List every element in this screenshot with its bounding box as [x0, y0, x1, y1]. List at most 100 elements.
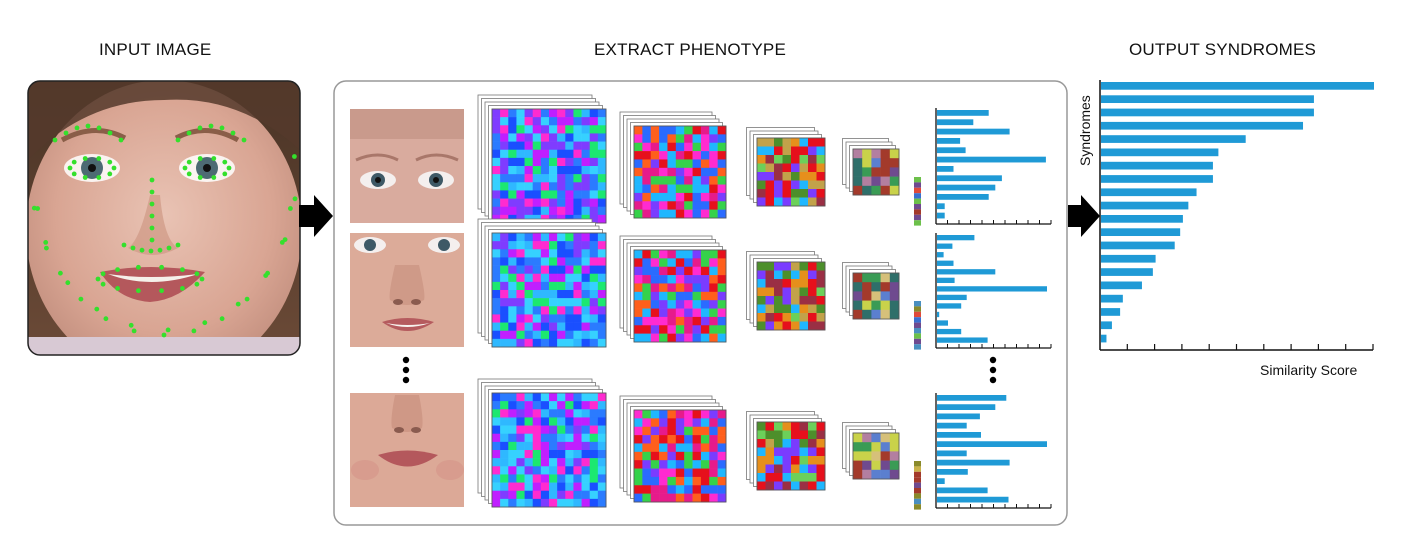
feature-map-cell: [782, 180, 792, 190]
feature-map-cell: [675, 493, 685, 503]
feature-map-cell: [597, 273, 607, 283]
feature-map-cell: [853, 300, 863, 311]
feature-map-cell: [889, 176, 900, 187]
feature-map-cell: [675, 410, 685, 419]
feature-map-cell: [540, 338, 550, 348]
feature-map-cell: [634, 275, 643, 284]
feature-map-cell: [808, 262, 817, 271]
feature-map-cell: [862, 469, 872, 480]
feature-map-cell: [692, 485, 702, 494]
feature-map-cell: [565, 466, 574, 475]
feature-map-cell: [540, 322, 550, 332]
feature-map-cell: [791, 313, 800, 322]
feature-map-cell: [717, 316, 727, 326]
feature-map-cell: [492, 257, 501, 266]
feature-map-cell: [516, 290, 525, 299]
feature-map-cell: [597, 249, 607, 258]
feature-map-cell: [500, 417, 509, 426]
feature-map-cell: [581, 338, 591, 348]
feature-map-cell: [557, 249, 566, 258]
feature-map-cell: [791, 287, 800, 297]
feature-map-cell: [508, 149, 517, 159]
feature-map-cell: [650, 176, 660, 185]
feature-map-cell: [757, 422, 766, 431]
feature-map-cell: [492, 290, 501, 299]
feature-map-cell: [816, 422, 826, 431]
feature-map-cell: [675, 275, 685, 284]
feature-map-cell: [565, 298, 574, 307]
feature-map-cell: [589, 174, 599, 183]
feature-map-cell: [667, 460, 677, 469]
feature-map-cell: [700, 300, 710, 309]
feature-map-cell: [791, 481, 800, 491]
feature-map-cell: [808, 430, 817, 440]
feature-map-cell: [597, 149, 607, 159]
feature-map-cell: [782, 197, 792, 207]
feature-map-cell: [717, 184, 727, 194]
feature-map-cell: [565, 182, 574, 191]
feature-map-cell: [565, 257, 574, 266]
feature-map-cell: [549, 450, 558, 459]
feature-map-cell: [799, 473, 809, 482]
feature-map-cell: [667, 451, 677, 461]
feature-map-cell: [765, 262, 775, 271]
feature-map-cell: [659, 468, 668, 478]
feature-map-cell: [791, 172, 800, 181]
feature-map-cell: [492, 273, 501, 283]
feature-map-cell: [667, 443, 677, 453]
feature-map-cell: [765, 189, 775, 198]
feature-map-cell: [532, 166, 542, 175]
feature-map-cell: [516, 190, 525, 199]
feature-map-cell: [508, 441, 517, 451]
feature-map-cell: [709, 418, 718, 428]
feature-map-cell: [667, 176, 677, 185]
feature-vector-cell: [914, 477, 921, 483]
feature-map-cell: [782, 296, 792, 305]
feature-map-cell: [717, 333, 727, 343]
feature-map-cell: [581, 233, 591, 242]
feature-map-cell: [573, 241, 582, 250]
landmark-point: [149, 201, 155, 207]
feature-map-cell: [889, 469, 900, 480]
feature-map-cell: [532, 298, 542, 307]
landmark-point: [219, 125, 225, 131]
feature-map-cell: [597, 290, 607, 299]
feature-map-cell: [659, 476, 668, 486]
feature-map-cell: [650, 333, 660, 343]
feature-map-cell: [516, 125, 525, 134]
feature-map-cell: [765, 456, 775, 465]
feature-map-cell: [782, 439, 792, 448]
feature-vector-cell: [914, 504, 921, 510]
feature-map-cell: [684, 275, 693, 284]
syndrome-bar: [1101, 121, 1304, 130]
feature-map-cell: [675, 451, 685, 461]
feature-map-cell: [889, 442, 900, 452]
feature-map-cell: [508, 401, 517, 410]
feature-map-cell: [565, 174, 574, 183]
feature-map-cell: [524, 441, 534, 451]
feature-map-cell: [500, 314, 509, 323]
feature-map-cell: [508, 306, 517, 315]
feature-map-cell: [659, 460, 668, 469]
feature-vector-cell: [914, 306, 921, 312]
landmark-point: [191, 328, 197, 334]
feature-map-cell: [516, 117, 525, 126]
feature-map-cell: [589, 125, 599, 134]
feature-map-cell: [675, 176, 685, 185]
landmark-point: [128, 322, 134, 328]
feature-map-cell: [700, 184, 710, 194]
feature-map-cell: [717, 266, 727, 276]
histogram-bar: [937, 478, 945, 484]
feature-map-cell: [862, 300, 872, 311]
feature-map-cell: [774, 197, 783, 207]
feature-map-cell: [565, 273, 574, 283]
feature-map-cell: [791, 439, 800, 448]
feature-map-cell: [692, 308, 702, 318]
feature-map-frame: [633, 125, 727, 219]
feature-map-cell: [492, 182, 501, 191]
feature-map-cell: [765, 422, 775, 431]
feature-map-cell: [524, 125, 534, 134]
feature-map-cell: [650, 283, 660, 293]
feature-map-cell: [573, 206, 582, 216]
feature-map-cell: [492, 306, 501, 315]
